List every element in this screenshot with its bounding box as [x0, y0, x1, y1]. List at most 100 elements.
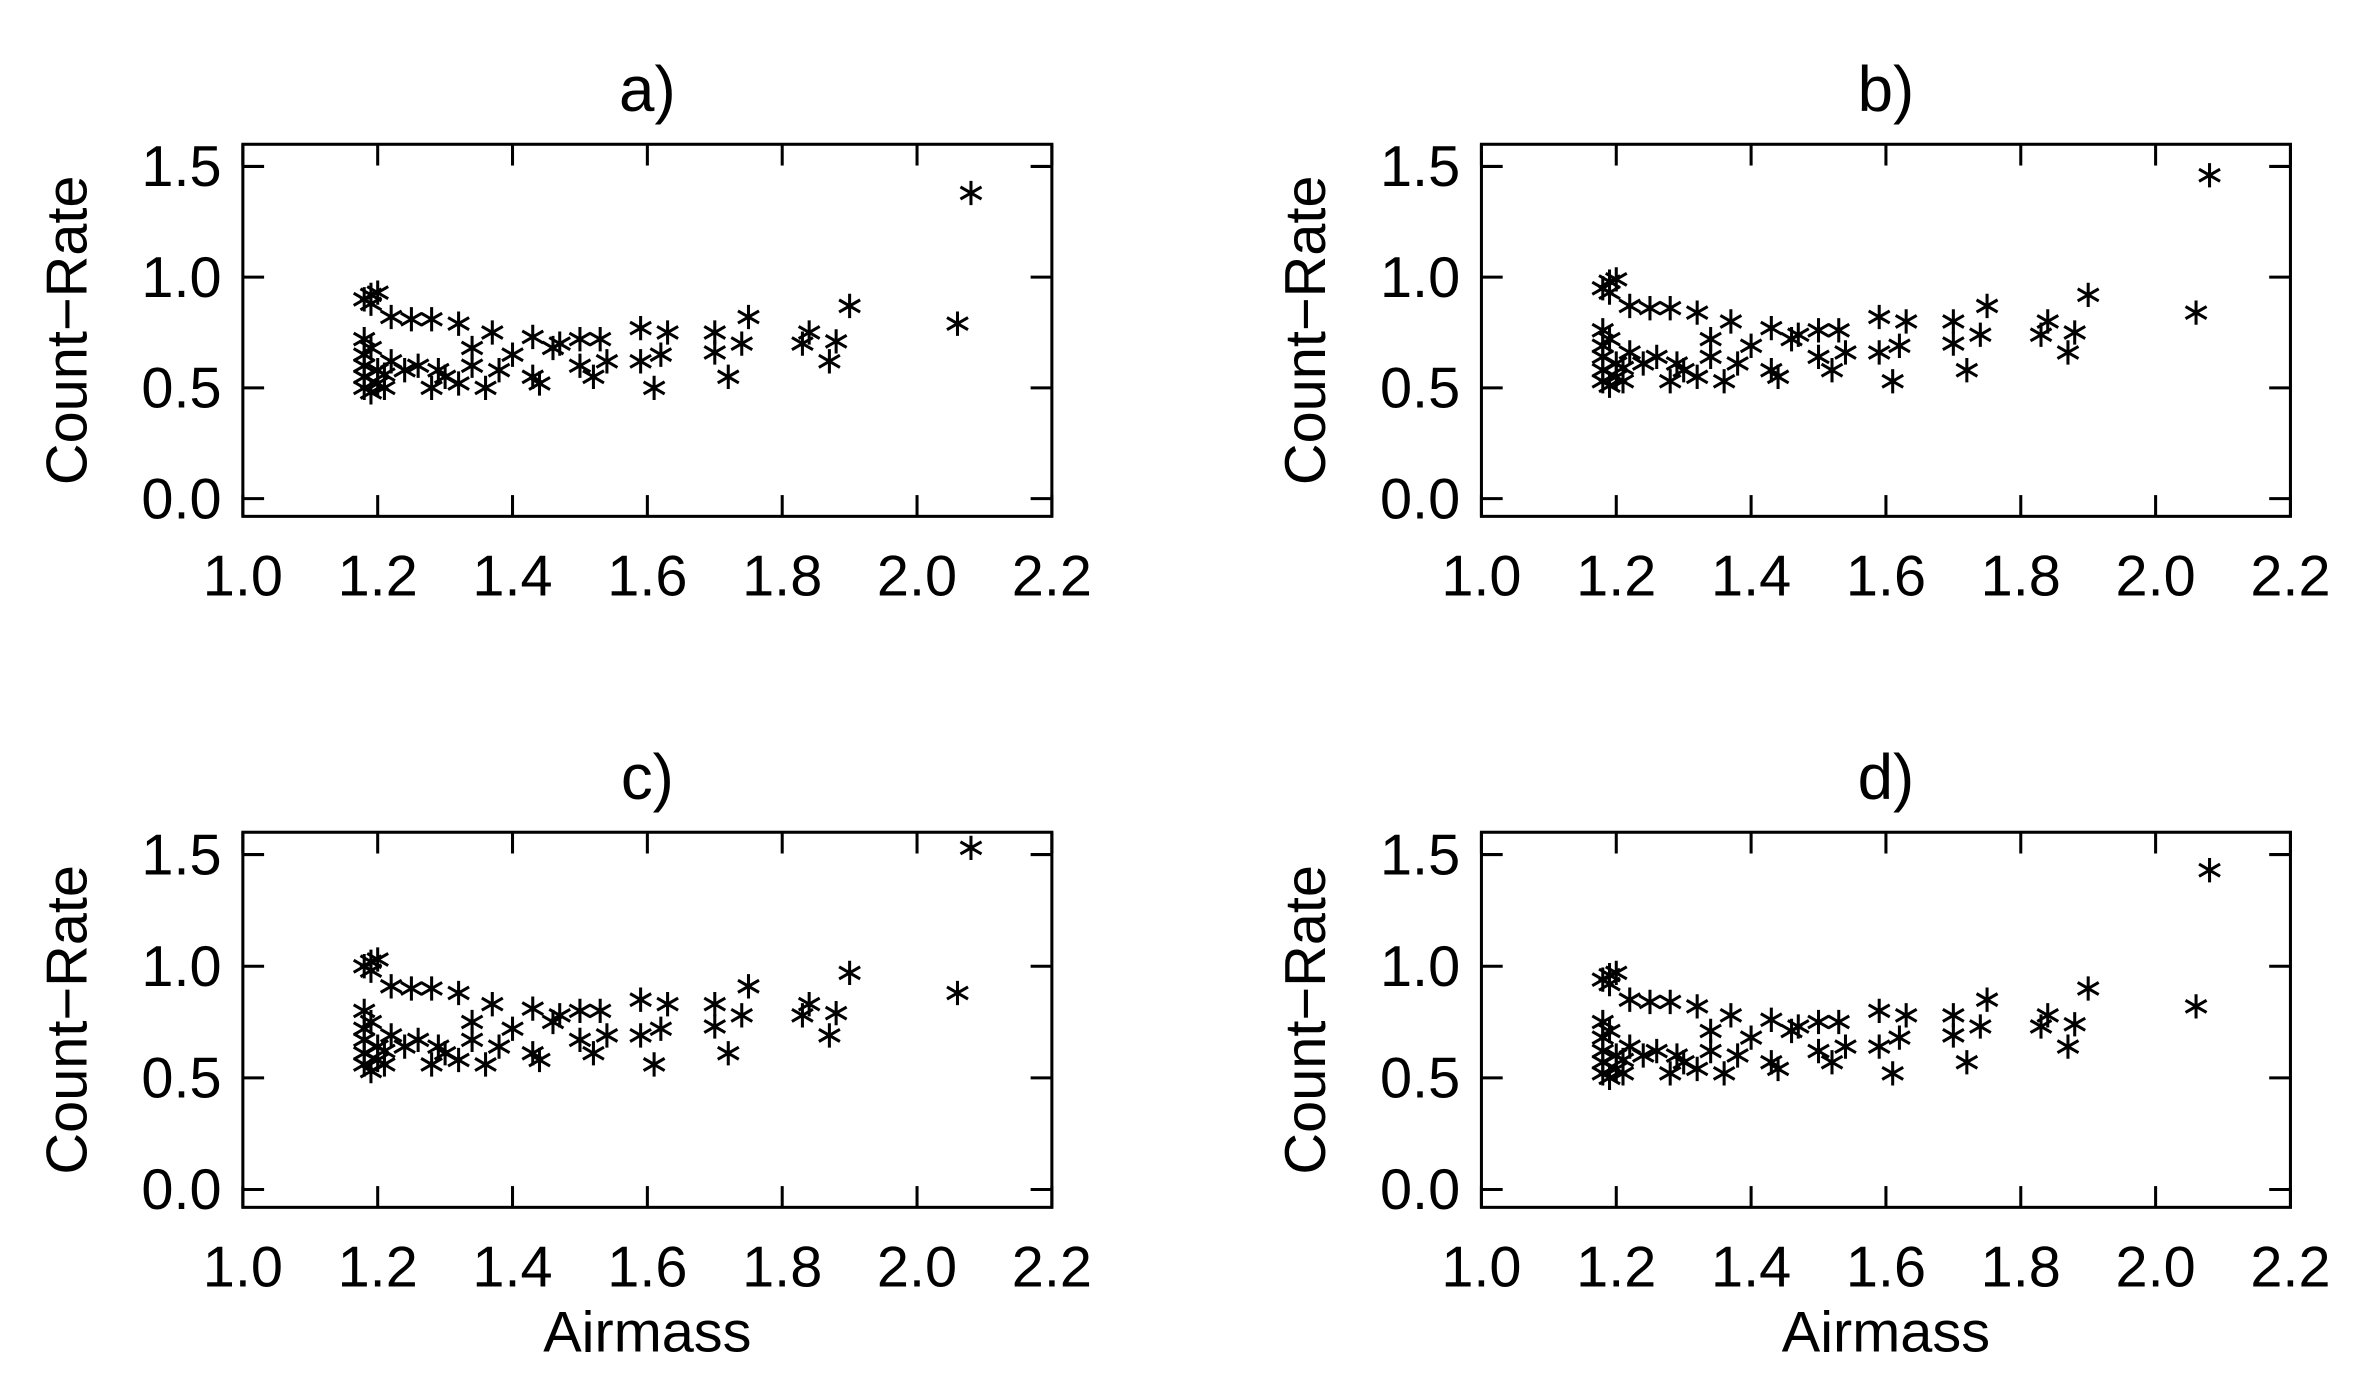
- x-tick-label: 1.0: [203, 544, 283, 608]
- x-tick-label: 1.6: [607, 544, 687, 608]
- point: [447, 980, 470, 1006]
- y-tick-label: 1.5: [141, 135, 221, 199]
- point: [1787, 1014, 1810, 1039]
- point: [629, 349, 652, 374]
- point: [1867, 304, 1891, 330]
- point: [1618, 987, 1642, 1012]
- point: [1969, 322, 1992, 347]
- point: [1611, 1061, 1635, 1086]
- x-tick-label: 2.0: [877, 544, 957, 608]
- point: [2076, 976, 2100, 1001]
- point: [521, 324, 545, 350]
- point: [2063, 320, 2086, 345]
- point: [1719, 1003, 1743, 1028]
- x-tick-label: 1.4: [472, 1235, 552, 1299]
- point: [1888, 333, 1911, 358]
- point: [1638, 296, 1662, 321]
- point: [1867, 998, 1891, 1024]
- point: [1618, 293, 1642, 319]
- point: [447, 311, 470, 336]
- point: [1645, 344, 1668, 370]
- point: [1645, 1038, 1668, 1064]
- point: [359, 1009, 383, 1035]
- panel: c) Count−Rate Airmass 1.0 1.2 1.4 1.6 1.8 2.0 2.2…: [36, 741, 1092, 1365]
- x-tick-label: 2.2: [2250, 544, 2330, 608]
- point: [1787, 322, 1810, 347]
- point: [1975, 987, 1999, 1012]
- point: [959, 835, 983, 861]
- point: [1604, 351, 1628, 376]
- point: [1598, 327, 1621, 352]
- point: [818, 1023, 841, 1048]
- x-tick-label: 1.2: [1576, 544, 1656, 608]
- y-axis-label: Count−Rate: [36, 865, 100, 1175]
- x-tick-label: 1.2: [338, 1235, 418, 1299]
- point: [2056, 340, 2080, 365]
- x-tick-label: 2.0: [877, 1235, 957, 1299]
- point: [582, 364, 605, 389]
- point: [1975, 293, 1999, 319]
- panel: d) Count−Rate Airmass 1.0 1.2 1.4 1.6 1.8 2.0 2.2…: [1274, 741, 2330, 1365]
- point: [629, 1023, 652, 1048]
- point: [1888, 1025, 1911, 1050]
- point: [393, 358, 416, 383]
- panel-title: d): [1858, 741, 1915, 813]
- y-tick-label: 0.0: [141, 1158, 221, 1222]
- point: [946, 311, 969, 336]
- point: [703, 992, 727, 1017]
- x-tick-label: 1.6: [607, 1235, 687, 1299]
- point: [1820, 1050, 1844, 1075]
- x-tick-label: 1.8: [1981, 1235, 2061, 1299]
- point: [1685, 364, 1709, 389]
- y-tick-label: 0.5: [141, 357, 221, 421]
- point: [1598, 1018, 1621, 1044]
- y-tick-label: 1.5: [1380, 135, 1460, 199]
- x-axis-label: Airmass: [1782, 1301, 1990, 1365]
- point: [1766, 364, 1790, 389]
- point: [1739, 1025, 1763, 1050]
- point: [1827, 318, 1851, 343]
- point: [730, 1003, 754, 1028]
- point: [824, 329, 848, 354]
- point: [460, 1027, 484, 1053]
- point: [1955, 1050, 1979, 1075]
- point: [1942, 331, 1965, 356]
- y-tick-label: 0.0: [141, 467, 221, 531]
- point: [1699, 1038, 1722, 1064]
- point: [737, 974, 760, 999]
- x-tick-label: 2.2: [2250, 1235, 2330, 1299]
- point: [2063, 1012, 2086, 1037]
- point: [379, 304, 403, 330]
- point: [2056, 1034, 2080, 1059]
- point: [1726, 351, 1749, 376]
- point: [730, 331, 754, 356]
- point: [1827, 1009, 1851, 1035]
- point: [373, 375, 396, 401]
- panel-title: a): [619, 53, 676, 125]
- point: [1834, 1034, 1857, 1059]
- y-axis-label: Count−Rate: [1274, 176, 1338, 486]
- point: [716, 364, 740, 389]
- point: [1726, 1043, 1749, 1068]
- point: [568, 1027, 592, 1053]
- point: [2198, 163, 2221, 188]
- point: [797, 992, 821, 1017]
- point: [1894, 309, 1918, 334]
- point: [481, 320, 504, 345]
- x-tick-label: 2.0: [2116, 1235, 2196, 1299]
- point: [501, 1016, 524, 1041]
- point: [406, 353, 430, 378]
- point: [1739, 333, 1763, 358]
- point: [649, 342, 673, 367]
- point: [474, 375, 497, 401]
- point: [460, 353, 484, 378]
- panel: b) Count−Rate 1.0 1.2 1.4 1.6 1.8 2.0 2.2 0.0 0.5 1…: [1274, 53, 2330, 608]
- point: [642, 375, 666, 401]
- point: [2036, 309, 2060, 334]
- x-tick-label: 1.0: [1441, 544, 1521, 608]
- x-tick-label: 1.8: [742, 1235, 822, 1299]
- x-tick-label: 1.2: [338, 544, 418, 608]
- point: [406, 1027, 430, 1053]
- point: [716, 1041, 740, 1066]
